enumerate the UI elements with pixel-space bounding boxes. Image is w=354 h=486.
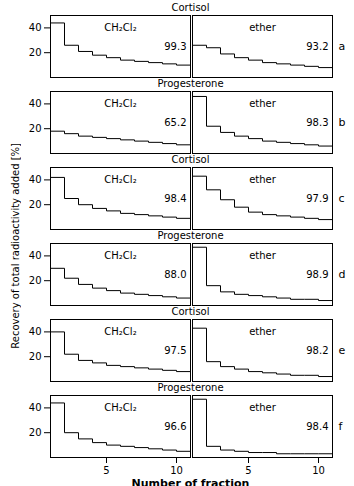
svg-text:93.2: 93.2 [306, 41, 328, 52]
svg-text:CH₂Cl₂: CH₂Cl₂ [104, 326, 136, 337]
svg-text:40: 40 [29, 174, 42, 185]
svg-text:20: 20 [29, 47, 42, 58]
svg-text:96.6: 96.6 [164, 421, 186, 432]
svg-text:e: e [339, 344, 346, 357]
svg-text:ether: ether [249, 326, 277, 337]
svg-text:88.0: 88.0 [164, 269, 186, 280]
svg-text:99.3: 99.3 [164, 41, 186, 52]
svg-text:40: 40 [29, 98, 42, 109]
svg-text:20: 20 [29, 123, 42, 134]
html-text:Cortisol: Cortisol [171, 306, 210, 317]
svg-text:10: 10 [312, 465, 325, 476]
svg-text:40: 40 [29, 22, 42, 33]
html-text:Progesterone: Progesterone [157, 230, 224, 241]
svg-text:ether: ether [249, 402, 277, 413]
svg-text:98.3: 98.3 [306, 117, 328, 128]
svg-text:b: b [339, 116, 346, 129]
svg-text:20: 20 [29, 199, 42, 210]
html-text:Recovery of total radioactivit: Recovery of total radioactivity added [%… [9, 143, 21, 349]
svg-text:20: 20 [29, 275, 42, 286]
svg-text:CH₂Cl₂: CH₂Cl₂ [104, 250, 136, 261]
svg-text:98.2: 98.2 [306, 345, 328, 356]
svg-text:5: 5 [245, 465, 251, 476]
svg-text:c: c [339, 192, 345, 205]
svg-text:d: d [339, 268, 346, 281]
svg-text:ether: ether [249, 174, 277, 185]
svg-text:a: a [339, 40, 346, 53]
svg-text:98.4: 98.4 [306, 421, 328, 432]
svg-text:97.9: 97.9 [306, 193, 328, 204]
svg-text:40: 40 [29, 250, 42, 261]
svg-text:ether: ether [249, 250, 277, 261]
svg-text:98.4: 98.4 [164, 193, 186, 204]
svg-text:ether: ether [249, 22, 277, 33]
svg-text:10: 10 [170, 465, 183, 476]
svg-text:40: 40 [29, 402, 42, 413]
svg-text:f: f [339, 420, 344, 433]
svg-text:5: 5 [103, 465, 109, 476]
html-text:Cortisol: Cortisol [171, 154, 210, 165]
html-text:Progesterone: Progesterone [157, 382, 224, 393]
svg-text:97.5: 97.5 [164, 345, 186, 356]
svg-text:20: 20 [29, 351, 42, 362]
svg-text:CH₂Cl₂: CH₂Cl₂ [104, 174, 136, 185]
svg-text:CH₂Cl₂: CH₂Cl₂ [104, 98, 136, 109]
html-text:Cortisol: Cortisol [171, 2, 210, 13]
svg-text:98.9: 98.9 [306, 269, 328, 280]
svg-text:CH₂Cl₂: CH₂Cl₂ [104, 22, 136, 33]
svg-text:CH₂Cl₂: CH₂Cl₂ [104, 402, 136, 413]
svg-text:40: 40 [29, 326, 42, 337]
html-text:Progesterone: Progesterone [157, 78, 224, 89]
svg-text:20: 20 [29, 427, 42, 438]
svg-text:65.2: 65.2 [164, 117, 186, 128]
svg-text:ether: ether [249, 98, 277, 109]
